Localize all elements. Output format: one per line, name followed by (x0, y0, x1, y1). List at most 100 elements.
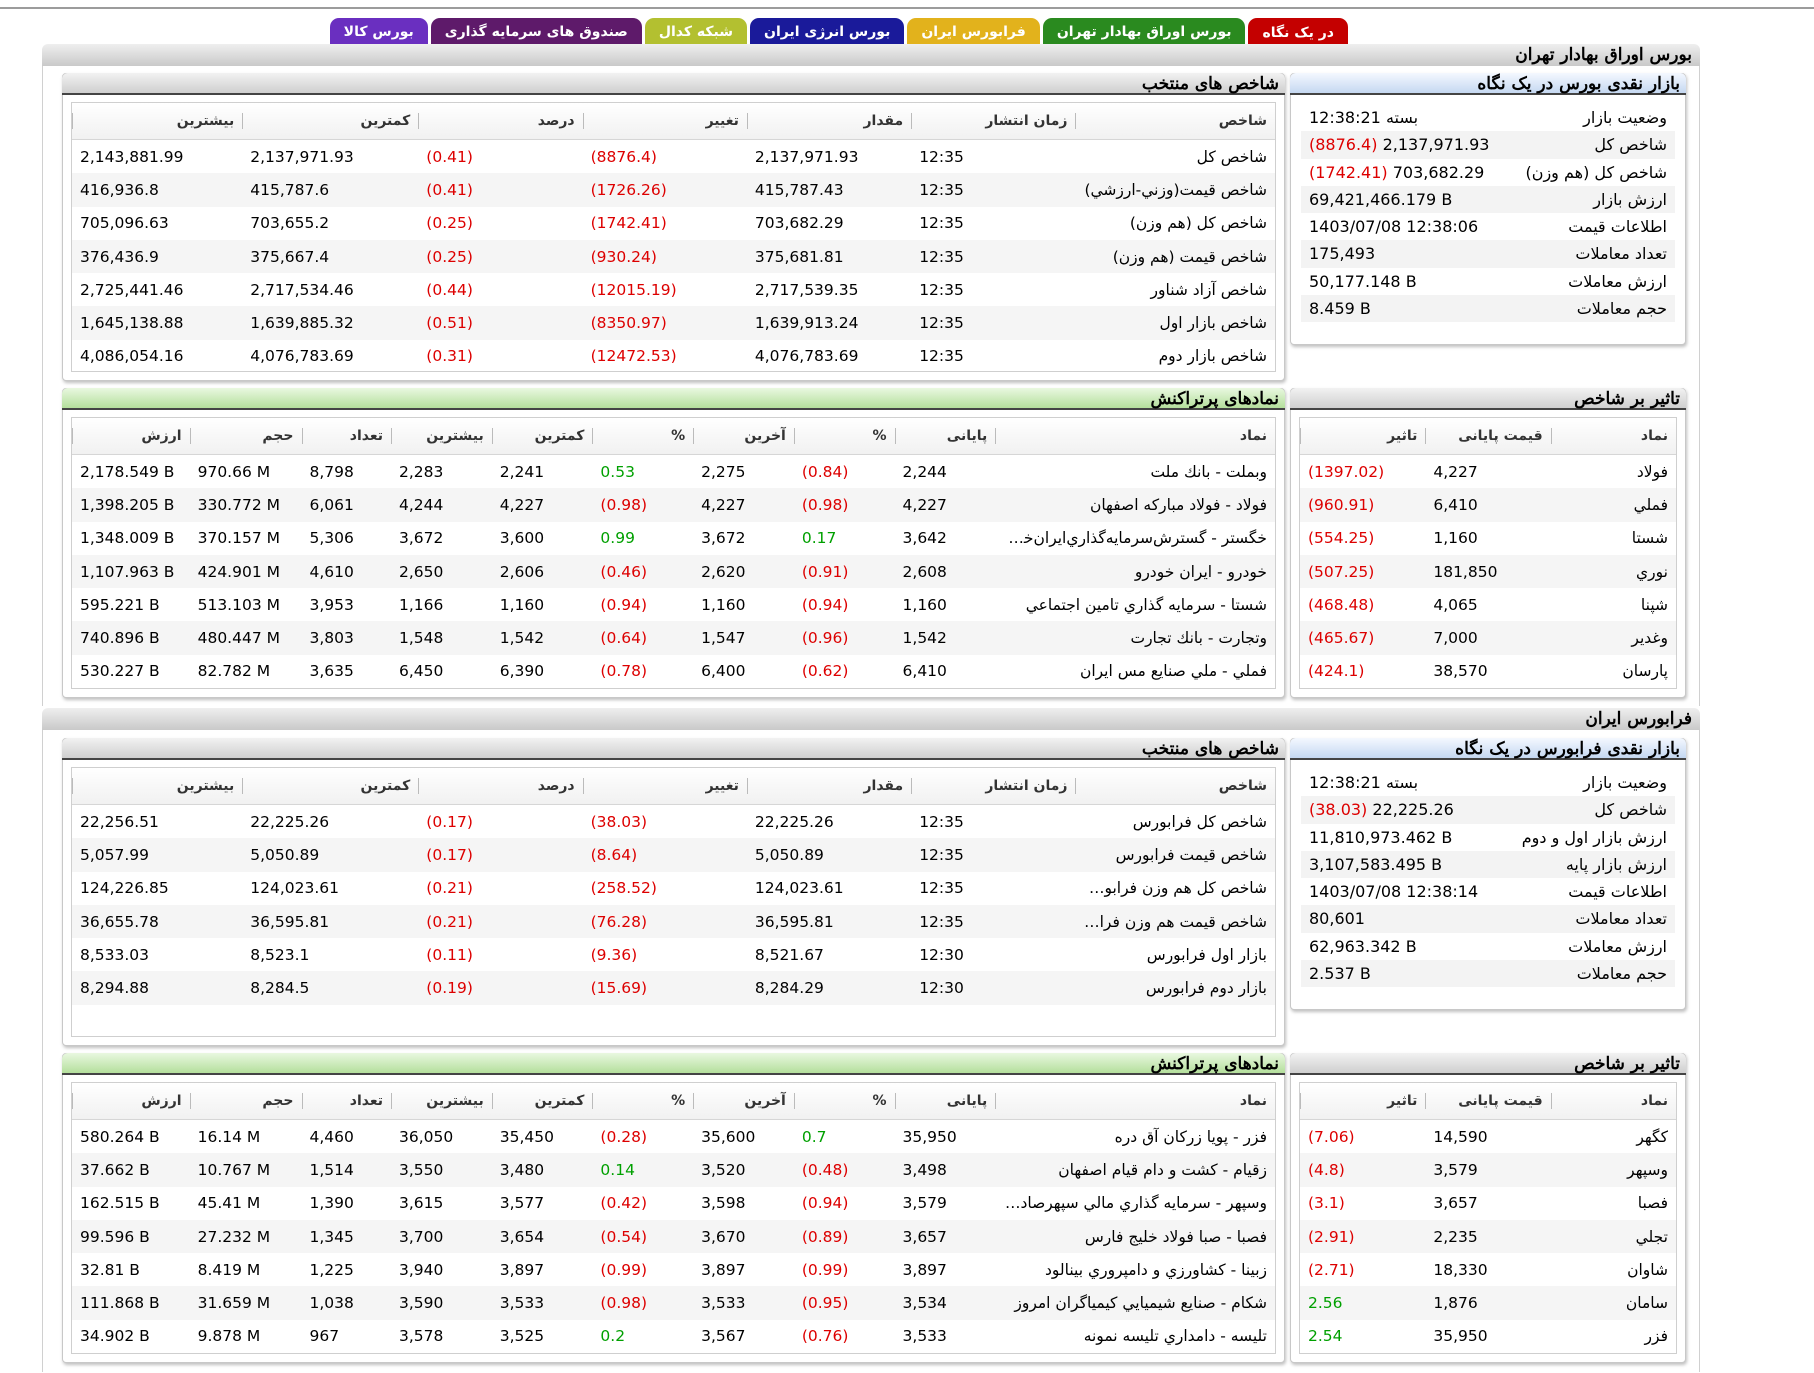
symbol-cell[interactable]: شاخص کل (هم وزن) (1129, 214, 1267, 233)
symbol-cell[interactable]: فولاد (1636, 462, 1668, 481)
table-row[interactable]: تليسه - دامداري تليسه نمونه 3,533 (0.76) 3,… (72, 1320, 1275, 1353)
column-header[interactable]: قیمت پایانی (1425, 418, 1551, 455)
symbol-cell[interactable]: شاوان (1627, 1260, 1668, 1279)
symbol-cell[interactable]: وتجارت - بانك تجارت (995, 621, 1275, 655)
symbol-cell[interactable]: خودرو - ايران‌ خودرو (995, 554, 1275, 589)
table-row[interactable]: كگهر 14,590 (7.06) (1300, 1120, 1676, 1154)
table-row[interactable]: فزر - پويا زركان آق دره 35,950 0.7 35,600 (0… (72, 1120, 1275, 1154)
column-header[interactable]: بیشترین (72, 103, 243, 140)
column-header[interactable]: زمان انتشار (911, 768, 1076, 805)
table-row[interactable]: زبينا - كشاورزي و دامپروري بينالود 3,897 (… (72, 1253, 1275, 1286)
table-row[interactable]: وسپهر - سرمايه گذاري مالي سپهرصادر... 3,5… (72, 1187, 1275, 1220)
column-header[interactable]: آخرین (693, 418, 794, 455)
tab-0[interactable]: در یک نگاه (1248, 18, 1348, 48)
column-header[interactable]: کمترین (491, 1083, 593, 1120)
column-header[interactable]: % (592, 1083, 694, 1120)
symbol-cell[interactable]: سامان (1550, 1286, 1676, 1320)
symbol-cell[interactable]: فصبا (1637, 1194, 1668, 1213)
symbol-cell[interactable]: شاخص کل هم وزن فرابورس (1078, 879, 1267, 898)
column-header[interactable]: آخرین (693, 1083, 794, 1120)
table-row[interactable]: خگستر - گسترش‌سرمايه‌گذاري‌ايران‌خودرو 3,… (72, 522, 1275, 555)
table-row[interactable]: شاخص قیمت هم وزن فرابو... 12:35 36,595.81(… (72, 904, 1275, 939)
table-row[interactable]: تجلي 2,235 (2.91) (1300, 1219, 1676, 1254)
column-header[interactable]: تعداد (301, 1083, 392, 1120)
column-header[interactable]: بیشترین (391, 1083, 492, 1120)
table-row[interactable]: شاخص آزاد شناور 12:35 2,717,539.35 (12015.1… (72, 273, 1275, 306)
symbol-cell[interactable]: تجلي (1550, 1219, 1676, 1254)
table-row[interactable]: شاخص قیمت فرابورس 12:35 5,050.89 (8.64) (0.1… (72, 838, 1275, 872)
symbol-cell[interactable]: شاخص قيمت(وزني-ارزشي) (1075, 173, 1275, 207)
table-row[interactable]: شاخص بازار دوم 12:35 4,076,783.69 (12472.53… (72, 340, 1275, 371)
tab-3[interactable]: بورس انرژی ایران (750, 18, 905, 46)
column-header[interactable]: کمترین (242, 103, 419, 140)
table-row[interactable]: خودرو - ايران‌ خودرو 2,608 (0.91) 2,620 (0.4… (72, 554, 1275, 589)
symbol-cell[interactable]: زقيام - كشت و دام قيام اصفهان (995, 1153, 1275, 1187)
column-header[interactable]: تغییر (582, 103, 747, 140)
symbol-cell[interactable]: بازار دوم فرابورس (1075, 971, 1275, 1005)
symbol-cell[interactable]: نوري (1550, 554, 1676, 589)
column-header[interactable]: تعداد (301, 418, 392, 455)
table-row[interactable]: فملي - ملي‌ صنايع‌ مس‌ ايران‌ 6,410 (0.62)… (72, 655, 1275, 688)
symbol-cell[interactable]: وسپهر (1550, 1153, 1676, 1187)
column-header[interactable]: کمترین (491, 418, 593, 455)
symbol-cell[interactable]: خگستر - گسترش‌سرمايه‌گذاري‌ايران‌خودرو (995, 529, 1267, 548)
symbol-cell[interactable]: بازار اول فرابورس (1146, 945, 1267, 964)
table-row[interactable]: وغدير 7,000 (465.67) (1300, 621, 1676, 655)
symbol-cell[interactable]: شاخص بازار اول (1075, 306, 1275, 340)
column-header[interactable]: بیشترین (72, 768, 243, 805)
symbol-cell[interactable]: شپنا (1640, 595, 1668, 614)
column-header[interactable]: % (592, 418, 694, 455)
table-row[interactable]: شكام - صنايع شيميايي كيمياگران امروز 3,53… (72, 1286, 1275, 1320)
symbol-cell[interactable]: شاخص کل فرابورس (1132, 812, 1267, 831)
symbol-cell[interactable]: شاخص قیمت هم وزن فرابو... (1075, 904, 1275, 939)
symbol-cell[interactable]: فولاد - فولاد مباركه اصفهان (995, 488, 1275, 522)
column-header[interactable]: % (793, 1083, 895, 1120)
column-header[interactable]: حجم (189, 418, 302, 455)
symbol-cell[interactable]: تليسه - دامداري تليسه نمونه (1083, 1327, 1267, 1346)
column-header[interactable]: نماد (1550, 418, 1676, 455)
table-row[interactable]: شاخص کل (هم وزن) 12:35 703,682.29 (1742.41)… (72, 207, 1275, 240)
column-header[interactable]: نماد (995, 1083, 1275, 1120)
symbol-cell[interactable]: شاخص قیمت فرابورس (1075, 838, 1275, 872)
column-header[interactable]: نماد (1550, 1083, 1676, 1120)
column-header[interactable]: تاثیر (1300, 1083, 1426, 1120)
column-header[interactable]: کمترین (242, 768, 419, 805)
column-header[interactable]: قیمت پایانی (1425, 1083, 1551, 1120)
symbol-cell[interactable]: شاخص بازار دوم (1158, 347, 1267, 366)
table-row[interactable]: سامان 1,876 2.56 (1300, 1286, 1676, 1320)
symbol-cell[interactable]: شستا (1631, 529, 1668, 548)
symbol-cell[interactable]: فزر (1644, 1327, 1668, 1346)
symbol-cell[interactable]: وبملت - بانك ملت (1150, 462, 1267, 481)
table-row[interactable]: فولاد - فولاد مباركه اصفهان 4,227 (0.98) 4,… (72, 488, 1275, 522)
column-header[interactable]: پایانی (894, 1083, 996, 1120)
symbol-cell[interactable]: پارسان (1622, 662, 1668, 681)
symbol-cell[interactable]: فملي - ملي‌ صنايع‌ مس‌ ايران‌ (1079, 662, 1267, 681)
table-row[interactable]: شاوان 18,330 (2.71) (1300, 1253, 1676, 1286)
table-row[interactable]: وسپهر 3,579 (4.8) (1300, 1153, 1676, 1187)
symbol-cell[interactable]: شاخص قيمت (هم وزن) (1075, 239, 1275, 274)
symbol-cell[interactable]: زبينا - كشاورزي و دامپروري بينالود (1045, 1260, 1267, 1279)
table-row[interactable]: شپنا 4,065 (468.48) (1300, 588, 1676, 621)
symbol-cell[interactable]: شاخص کل (1196, 147, 1267, 166)
symbol-cell[interactable]: وغدير (1550, 621, 1676, 655)
table-row[interactable]: بازار دوم فرابورس 12:30 8,284.29 (15.69) (0.… (72, 971, 1275, 1005)
column-header[interactable]: مقدار (746, 768, 912, 805)
tab-4[interactable]: شبکه کدال (644, 18, 747, 46)
table-row[interactable]: وتجارت - بانك تجارت 1,542 (0.96) 1,547 (0.64… (72, 621, 1275, 655)
symbol-cell[interactable]: فملي (1550, 488, 1676, 522)
column-header[interactable]: ارزش (72, 1083, 190, 1120)
column-header[interactable]: شاخص (1075, 103, 1275, 140)
column-header[interactable]: مقدار (746, 103, 912, 140)
symbol-cell[interactable]: وسپهر - سرمايه گذاري مالي سپهرصادر... (998, 1194, 1267, 1213)
column-header[interactable]: % (793, 418, 895, 455)
table-row[interactable]: شستا 1,160 (554.25) (1300, 522, 1676, 555)
column-header[interactable]: زمان انتشار (911, 103, 1076, 140)
column-header[interactable]: نماد (995, 418, 1275, 455)
column-header[interactable]: تغییر (582, 768, 747, 805)
symbol-cell[interactable]: كگهر (1636, 1127, 1668, 1146)
table-row[interactable]: فصبا - صبا فولاد خليج فارس 3,657 (0.89) 3,6… (72, 1219, 1275, 1254)
table-row[interactable]: شاخص کل 12:35 2,137,971.93 (8876.4) (0.41) 2,… (72, 140, 1275, 174)
table-row[interactable]: فزر 35,950 2.54 (1300, 1320, 1676, 1353)
symbol-cell[interactable]: شكام - صنايع شيميايي كيمياگران امروز (995, 1286, 1275, 1320)
table-row[interactable]: شاخص کل فرابورس 12:35 22,225.26 (38.03) (0.1… (72, 805, 1275, 839)
